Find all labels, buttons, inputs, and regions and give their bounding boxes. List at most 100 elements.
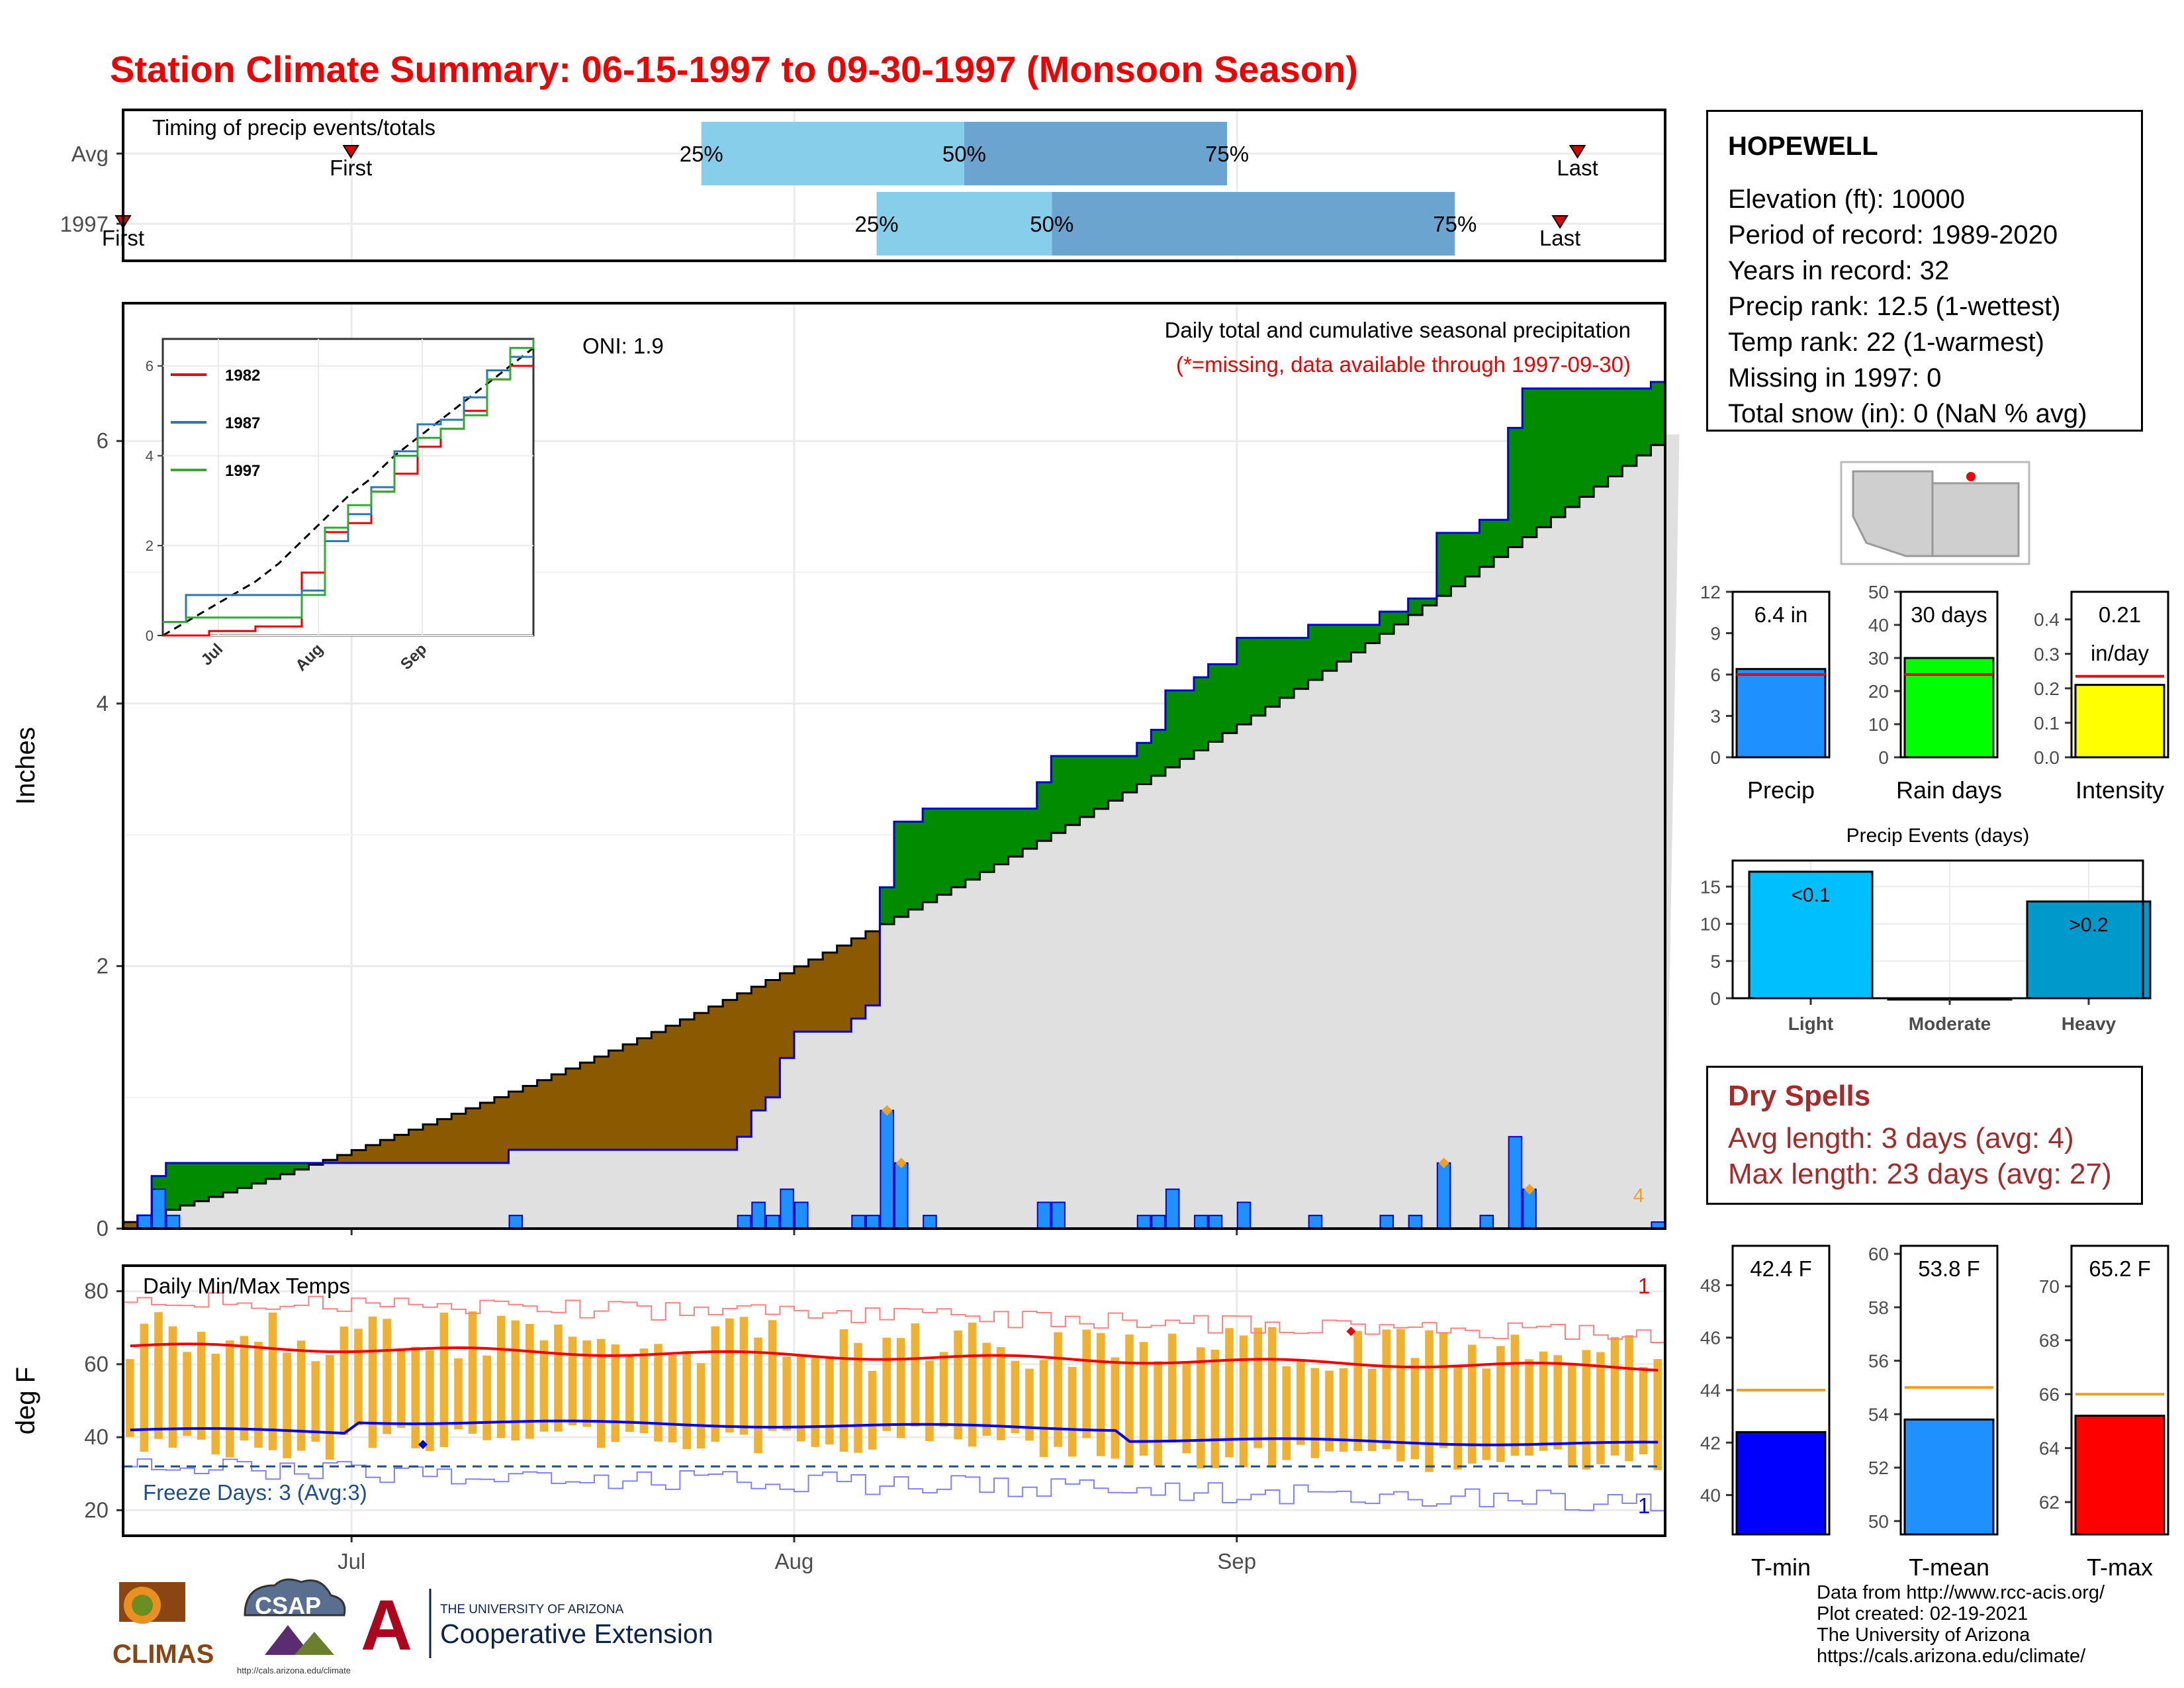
temps-frame <box>122 1264 1666 1537</box>
station-temp-rank: Temp rank: 22 (1-warmest) <box>1728 328 2044 357</box>
precip-surplus-area <box>1594 388 1609 487</box>
temps-avg-min-line <box>130 1419 1659 1446</box>
temps-daily-range-bar <box>811 1357 820 1447</box>
temps-daily-range-bar <box>997 1346 1005 1440</box>
station-elevation: Elevation (ft): 10000 <box>1728 185 1965 214</box>
totals-ytick-label: 0.3 <box>2034 644 2060 665</box>
inset-ytick-label: 4 <box>146 447 154 464</box>
totals-ytick-label: 3 <box>1710 706 1721 727</box>
precip-surplus-area <box>908 821 923 910</box>
timing-quartile-label: 75% <box>1433 212 1477 236</box>
precip-surplus-area <box>294 1162 309 1170</box>
dry-spells-box: Dry Spells Avg length: 3 days (avg: 4) M… <box>1706 1066 2143 1205</box>
precip-deficit-area <box>565 1068 580 1150</box>
totals-ytick-label: 9 <box>1710 624 1721 644</box>
temps-panel: 20 40 60 80 Jul Aug Sep deg F Daily Min/Max Temp… <box>11 1264 1666 1573</box>
temps-record-high-marker <box>1346 1327 1356 1336</box>
temps-daily-range-bar <box>1225 1328 1234 1458</box>
temps-daily-range-bar <box>1610 1336 1619 1456</box>
temps-daily-range-bar <box>383 1319 391 1434</box>
temps-ytick-label: 20 <box>84 1497 109 1522</box>
temps-daily-range-bar <box>1154 1361 1162 1466</box>
precip-deficit-area <box>665 1025 680 1150</box>
temps-daily-range-bar <box>796 1355 805 1442</box>
temps-daily-range-bar <box>1097 1333 1105 1456</box>
timing-first-marker <box>342 145 359 159</box>
station-precip-rank: Precip rank: 12.5 (1-wettest) <box>1728 292 2061 321</box>
precip-panel: 4 0 2 4 6 Inches Daily total and cumulative se… <box>11 302 1680 1241</box>
precip-surplus-area <box>1023 808 1038 849</box>
precip-extreme-marker <box>1438 1157 1449 1168</box>
temps-daily-range-bar <box>1325 1370 1334 1452</box>
precip-surplus-area <box>1294 637 1309 689</box>
precip-surplus-area <box>1236 637 1251 725</box>
precip-surplus-area <box>1351 624 1366 653</box>
precip-surplus-area <box>165 1162 181 1210</box>
precip-daily-bar <box>137 1215 152 1229</box>
precip-deficit-area <box>523 1086 538 1150</box>
precip-surplus-area <box>1436 533 1451 596</box>
precip-surplus-area <box>1222 664 1238 733</box>
timing-bar-q25-q50 <box>701 122 964 185</box>
temps-daily-range-bar <box>183 1352 191 1436</box>
timing-bar-q25-q50 <box>876 192 1052 256</box>
precip-surplus-area <box>1322 624 1338 671</box>
precip-daily-bar <box>851 1215 866 1229</box>
precip-ytick-label: 4 <box>97 691 109 716</box>
precip-daily-bar <box>508 1215 523 1229</box>
temps-daily-range-bar <box>496 1315 506 1438</box>
temps-daily-range-bar <box>554 1324 563 1432</box>
temps-daily-range-bar <box>1267 1327 1277 1468</box>
precip-surplus-area <box>1051 756 1066 833</box>
temps-daily-range-bar <box>140 1323 149 1452</box>
precip-daily-bar <box>737 1215 752 1229</box>
precip-surplus-area <box>1179 690 1195 759</box>
precip-surplus-area <box>180 1162 195 1206</box>
precip-observed-cumulative-line <box>123 381 1665 1230</box>
totals-1-value-bar <box>1903 657 1995 759</box>
events-ytick-label: 15 <box>1700 876 1721 897</box>
timing-bar-q50-q75 <box>1052 192 1455 256</box>
precip-surplus-area <box>1065 756 1080 825</box>
events-frame <box>1731 859 2144 1000</box>
precip-surplus-area <box>1394 612 1409 625</box>
precip-surplus-area <box>1536 388 1551 528</box>
tbar-ytick-label: 48 <box>1700 1275 1721 1295</box>
precip-deficit-area <box>694 1013 709 1150</box>
precip-surplus-area <box>280 1162 295 1174</box>
precip-surplus-area <box>1122 756 1138 793</box>
temps-daily-range-bar <box>240 1336 249 1441</box>
timing-last-marker <box>1551 215 1569 229</box>
tbar-ytick-label: 42 <box>1700 1432 1721 1453</box>
totals-ytick-label: 12 <box>1700 582 1721 602</box>
temps-daily-range-bar <box>725 1318 734 1432</box>
temps-daily-range-bar <box>1482 1368 1491 1460</box>
events-panel: Precip Events (days) 0 5 10 15 <0.1 Light Moder… <box>1700 825 2152 1034</box>
totals-ytick-label: 0.2 <box>2034 679 2060 699</box>
totals-2-value-text2: in/day <box>2091 641 2150 665</box>
climas-logo: CLIMAS <box>113 1582 214 1669</box>
temps-daily-range-bar <box>354 1329 363 1426</box>
precip-surplus-area <box>1522 388 1537 538</box>
timing-quartile-label: 25% <box>854 212 898 236</box>
inset-legend-label-1997: 1997 <box>225 462 260 480</box>
tbar-ytick-label: 58 <box>1868 1297 1889 1318</box>
timing-quartile-label: 50% <box>1030 212 1073 236</box>
precip-ytick-label: 2 <box>97 953 109 978</box>
temps-daily-range-bar <box>411 1346 420 1448</box>
temps-daily-range-bar <box>1082 1329 1091 1438</box>
temps-daily-range-bar <box>539 1340 549 1432</box>
temps-daily-range-bar <box>1382 1329 1391 1450</box>
temps-ytick-label: 80 <box>84 1279 109 1303</box>
temps-daily-range-bar <box>126 1359 134 1437</box>
precip-average-cumulative-line <box>123 444 1665 1223</box>
totals-ytick-label: 0 <box>1878 747 1889 768</box>
temps-daily-range-bar <box>254 1342 263 1448</box>
tbar-0-label: T-min <box>1751 1554 1811 1581</box>
temps-daily-range-bar <box>1167 1333 1177 1443</box>
temps-daily-range-bar <box>154 1312 163 1439</box>
timing-title: Timing of precip events/totals <box>152 115 435 140</box>
events-bar-heavy <box>2026 900 2152 1000</box>
temps-daily-range-bar <box>326 1355 334 1460</box>
station-years: Years in record: 32 <box>1728 256 1950 285</box>
